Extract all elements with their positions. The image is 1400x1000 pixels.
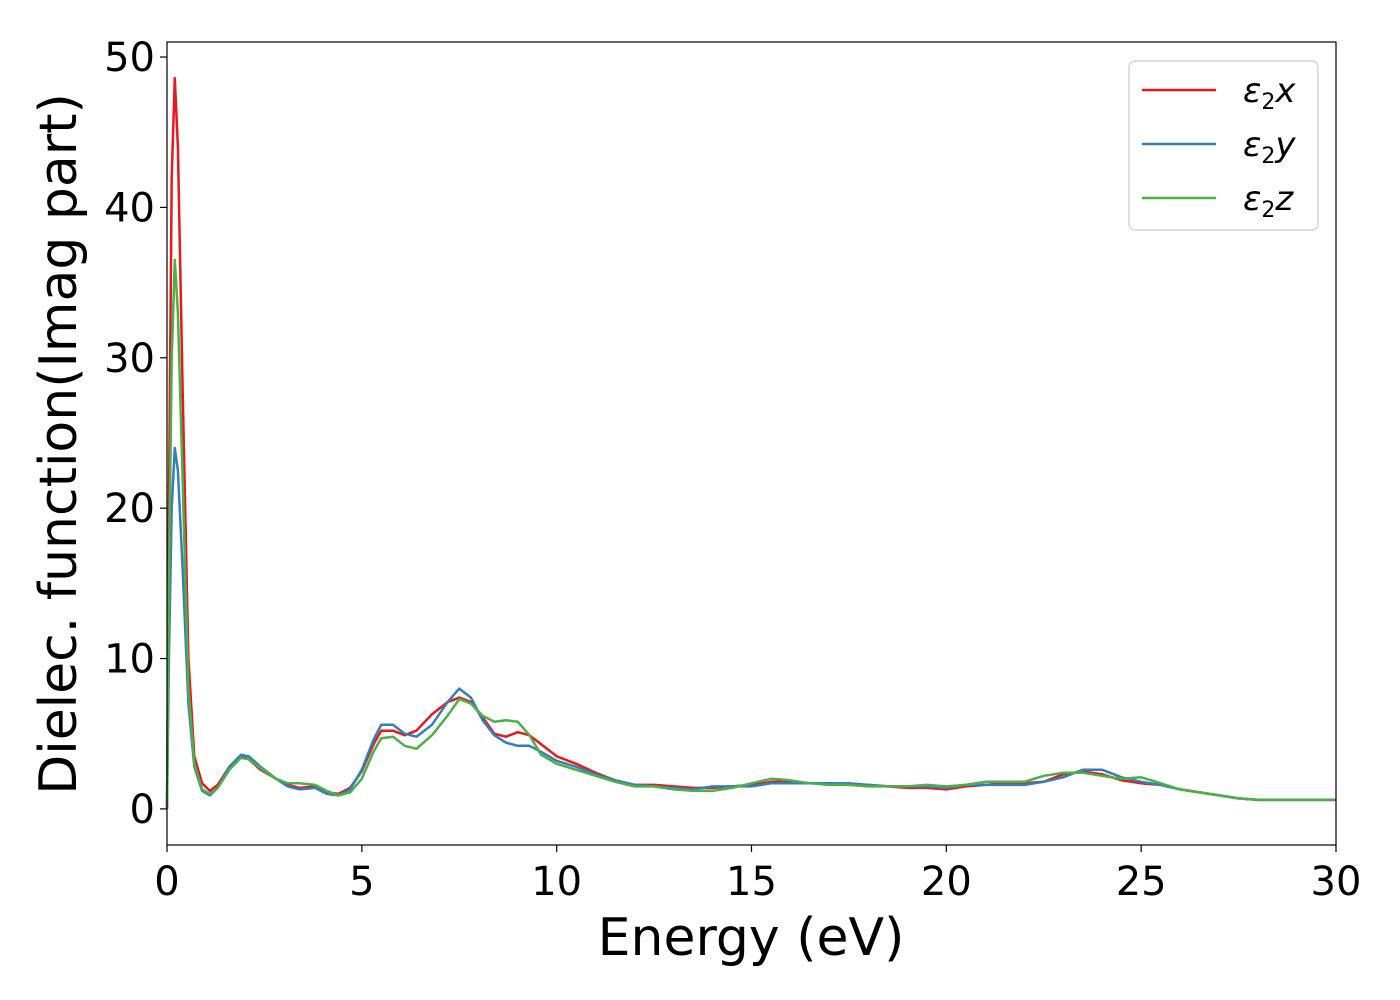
x-axis-label: Energy (eV) [598, 908, 905, 968]
y-tick-label: 0 [130, 787, 155, 833]
legend-label-z: ε2z [1243, 179, 1294, 223]
y-tick-label: 40 [104, 185, 155, 231]
y-axis-label: Dielec. function(Imag part) [29, 93, 89, 795]
series-line-z [165, 258, 1336, 809]
x-tick-label: 0 [154, 859, 179, 905]
legend: ε2x ε2y ε2z [1128, 60, 1319, 231]
series-layer [165, 76, 1336, 809]
x-tick-label: 30 [1311, 859, 1362, 905]
series-line-y [165, 446, 1336, 809]
legend-label-x: ε2x [1243, 71, 1296, 115]
x-tick-label: 10 [531, 859, 582, 905]
y-tick-label: 20 [104, 486, 155, 532]
x-tick-label: 5 [349, 859, 374, 905]
x-tick-label: 15 [726, 859, 777, 905]
y-tick-label: 10 [104, 637, 155, 683]
tick-layer: 0 5 10 15 20 25 30 0 10 20 30 40 50 [104, 35, 1361, 905]
x-tick-label: 25 [1116, 859, 1167, 905]
legend-box [1128, 60, 1319, 231]
y-tick-label: 50 [104, 35, 155, 81]
x-tick-label: 20 [921, 859, 972, 905]
legend-label-y: ε2y [1243, 125, 1296, 169]
y-tick-label: 30 [104, 336, 155, 382]
